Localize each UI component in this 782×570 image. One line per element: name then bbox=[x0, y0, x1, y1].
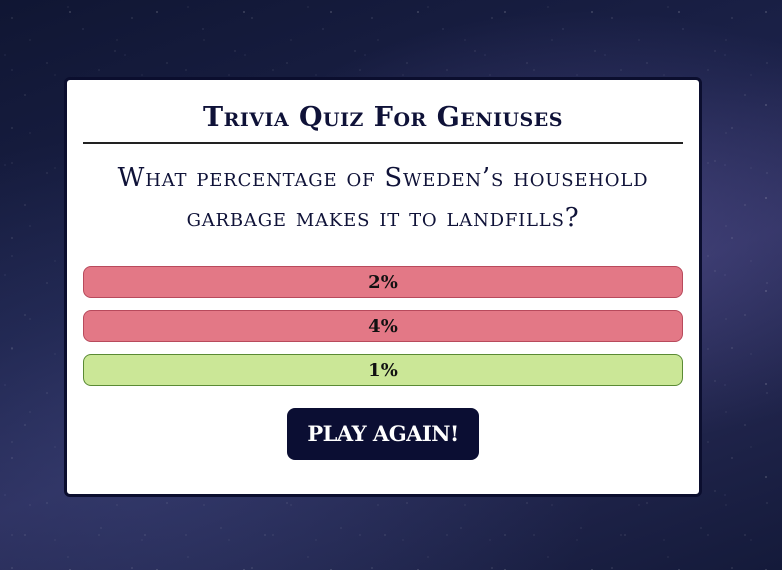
play-again-button[interactable]: PLAY AGAIN! bbox=[287, 408, 479, 460]
question-text: What percentage of Sweden’s household ga… bbox=[117, 163, 649, 233]
answer-option-correct[interactable]: 1% bbox=[83, 354, 683, 386]
answer-label: 1% bbox=[368, 359, 398, 381]
answer-label: 4% bbox=[368, 315, 398, 337]
quiz-title: Trivia Quiz For Geniuses bbox=[203, 102, 563, 133]
title-divider bbox=[83, 142, 683, 144]
play-again-container: PLAY AGAIN! bbox=[83, 408, 683, 460]
answer-label: 2% bbox=[368, 271, 398, 293]
answer-option-wrong[interactable]: 4% bbox=[83, 310, 683, 342]
answer-list: 2% 4% 1% bbox=[83, 266, 683, 386]
answer-option-wrong[interactable]: 2% bbox=[83, 266, 683, 298]
quiz-card: Trivia Quiz For Geniuses What percentage… bbox=[64, 77, 702, 497]
